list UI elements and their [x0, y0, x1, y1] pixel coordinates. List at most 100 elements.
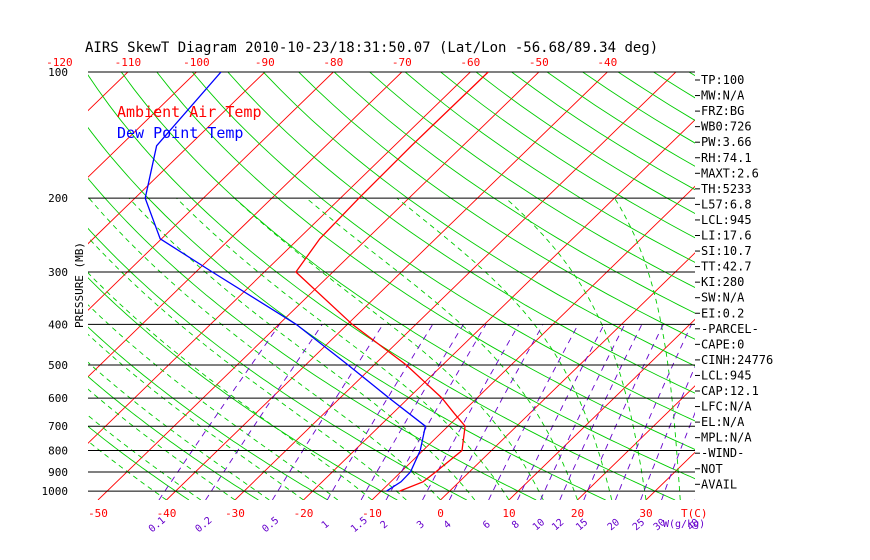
index-item: SW:N/A — [701, 291, 745, 305]
index-item: CAP:12.1 — [701, 384, 759, 398]
dry-adiabat-line — [156, 72, 695, 450]
y-tick-label: 600 — [48, 392, 68, 405]
moist-adiabat-line — [128, 197, 476, 500]
top-temp-tick-label: -90 — [255, 56, 275, 69]
isotherm-line — [852, 72, 870, 500]
x-axis-unit-label: T(C) — [681, 507, 708, 520]
bottom-temp-tick-label: 20 — [571, 507, 584, 520]
index-item: WB0:726 — [701, 120, 752, 134]
index-item: KI:280 — [701, 275, 744, 289]
y-tick-label: 700 — [48, 420, 68, 433]
mixing-ratio-label: 20 — [606, 517, 622, 533]
moist-adiabat-line — [234, 197, 544, 500]
top-temp-tick-label: -60 — [460, 56, 480, 69]
mixing-ratio-line — [488, 324, 579, 500]
isotherm-line — [88, 72, 129, 112]
dry-adiabat-line — [796, 72, 870, 500]
y-tick-label: 900 — [48, 466, 68, 479]
y-tick-label: 800 — [48, 445, 68, 458]
dry-adiabat-line — [760, 72, 870, 500]
y-axis-label: PRESSURE (MB) — [73, 242, 86, 328]
dewpoint-profile-line — [144, 72, 427, 492]
sounding-profiles — [144, 72, 489, 492]
mixing-ratio-label: 2 — [379, 519, 391, 531]
index-item: MAXT:2.6 — [701, 166, 759, 180]
index-item: MPL:N/A — [701, 431, 752, 445]
index-item: FRZ:BG — [701, 104, 744, 118]
bottom-temp-tick-label: -30 — [225, 507, 245, 520]
index-item: MW:N/A — [701, 89, 745, 103]
isotherm-line — [0, 72, 59, 500]
index-item: CAPE:0 — [701, 337, 744, 351]
isotherm-line — [97, 72, 540, 500]
isotherm-line — [88, 72, 334, 311]
y-tick-label: 400 — [48, 318, 68, 331]
moist-adiabat-line — [88, 333, 304, 500]
stability-indices: TP:100MW:N/AFRZ:BGWB0:726PW:3.66RH:74.1M… — [695, 73, 773, 491]
dry-adiabat-line — [88, 425, 190, 500]
index-item: -WIND- — [701, 446, 744, 460]
index-item: LCL:945 — [701, 368, 752, 382]
mixing-ratio-line — [326, 324, 434, 500]
dry-adiabat-line — [88, 326, 329, 500]
isotherm-line — [303, 119, 695, 500]
mixing-ratio-line — [422, 324, 520, 500]
isotherm-line — [440, 252, 695, 500]
mixing-ratio-label: 0.2 — [194, 515, 215, 535]
dry-adiabat-line — [88, 375, 259, 500]
moist-adiabat-line — [88, 197, 441, 500]
dry-adiabat-line — [333, 72, 695, 314]
dry-adiabat-line — [369, 72, 695, 289]
mixing-ratio-label: 4 — [442, 519, 454, 531]
mixing-ratio-line — [360, 324, 464, 500]
isotherm-line — [88, 72, 266, 245]
isotherm-line — [234, 72, 677, 500]
bottom-temp-tick-label: -10 — [362, 507, 382, 520]
bottom-temp-tick-label: -40 — [157, 507, 177, 520]
moist-adiabat-line — [88, 388, 236, 500]
mixing-ratio-line — [158, 324, 280, 500]
moist-adiabat-line — [88, 236, 407, 500]
isotherm-line — [88, 72, 403, 378]
temperature-profile-line — [295, 72, 489, 492]
y-tick-label: 1000 — [42, 485, 69, 498]
bottom-temp-tick-label: 0 — [437, 507, 444, 520]
top-temp-tick-label: -110 — [115, 56, 142, 69]
bottom-temp-tick-label: 10 — [502, 507, 515, 520]
isobar-lines — [88, 71, 695, 492]
mixing-ratio-line — [583, 324, 664, 500]
isotherm-line — [645, 451, 695, 500]
bottom-temp-tick-label: 30 — [639, 507, 652, 520]
mixing-ratio-line — [385, 324, 487, 500]
index-item: TT:42.7 — [701, 260, 752, 274]
dry-adiabat-line — [298, 72, 695, 340]
legend: Ambient Air Temp Dew Point Temp — [117, 103, 262, 142]
dry-adiabat-line — [88, 177, 537, 500]
index-item: -PARCEL- — [701, 322, 759, 336]
index-item: AVAIL — [701, 477, 737, 491]
index-item: CINH:24776 — [701, 353, 773, 367]
thermo-grid — [0, 72, 870, 500]
mixing-ratio-line — [559, 324, 643, 500]
index-item: TH:5233 — [701, 182, 752, 196]
moist-adiabat-line — [749, 198, 769, 500]
y-tick-label: 200 — [48, 192, 68, 205]
moist-adiabat-line — [306, 197, 578, 500]
mixing-ratio-label: 1 — [320, 519, 332, 531]
moist-adiabat-line — [783, 198, 824, 500]
index-item: RH:74.1 — [701, 151, 752, 165]
dry-adiabat-line — [227, 72, 695, 394]
chart-title: AIRS SkewT Diagram 2010-10-23/18:31:50.0… — [85, 40, 658, 56]
dry-adiabat-line — [191, 72, 695, 422]
moist-adiabat-line — [88, 361, 270, 500]
isotherm-line — [88, 72, 471, 444]
moist-adiabat-line — [614, 197, 681, 500]
index-item: L57:6.8 — [701, 197, 752, 211]
index-item: TP:100 — [701, 73, 744, 87]
top-temp-tick-label: -80 — [323, 56, 343, 69]
mixing-ratio-line — [540, 324, 626, 500]
dry-adiabat-line — [262, 72, 695, 367]
index-item: PW:3.66 — [701, 135, 752, 149]
index-item: LFC:N/A — [701, 400, 752, 414]
